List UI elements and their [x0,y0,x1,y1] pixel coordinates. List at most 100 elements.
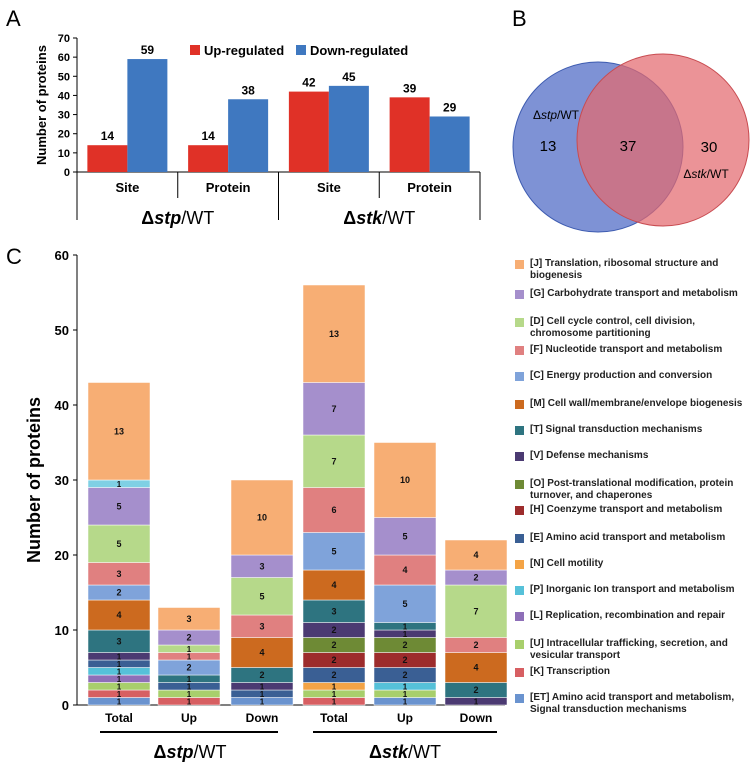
legend-swatch [515,452,524,461]
c-category-label: Up [181,711,197,725]
a-y-tick-label: 20 [58,129,70,141]
c-segment-label: 2 [186,663,191,673]
panel-label-a: A [6,6,21,31]
legend-swatch [515,560,524,569]
legend-swatch [515,480,524,489]
b-venn-set-stk [576,53,750,227]
legend-item: [G] Carbohydrate transport and metabolis… [515,288,747,300]
a-group-label: Δstp/WT [141,208,214,228]
c-bar-segment [302,434,366,488]
a-category-label: Protein [407,180,452,195]
c-segment-label: 1 [117,652,122,661]
legend-label: [E] Amino acid transport and metabolism [530,532,726,543]
a-bar-up [87,145,128,172]
c-bar-segment [302,382,366,436]
a-bar-up [188,145,229,172]
legend-item: [C] Energy production and conversion [515,370,747,382]
legend-swatch [515,290,524,299]
legend-item: [K] Transcription [515,666,747,678]
c-segment-label: 1 [117,682,122,691]
legend-label: [U] Intracellular trafficking, secretion… [530,638,728,661]
a-group-label: Δstk/WT [343,208,415,228]
c-segment-label: 13 [329,329,339,339]
legend-label: [K] Transcription [530,666,611,677]
c-segment-label: 10 [400,475,410,485]
c-segment-label: 1 [117,480,122,489]
legend-label: [C] Energy production and conversion [530,370,713,381]
c-segment-label: 4 [473,663,478,673]
legend-item: [H] Coenzyme transport and metabolism [515,504,747,516]
c-segment-label: 3 [259,561,264,571]
c-segment-label: 1 [332,690,337,699]
c-segment-label: 1 [403,690,408,699]
c-y-tick-label: 10 [55,623,69,638]
b-count-intersection: 37 [620,138,637,155]
legend-label: [ET] Amino acid transport and metabolism… [530,692,735,715]
c-segment-label: 10 [257,513,267,523]
b-set-label-stk: Δstk/WT [683,167,729,181]
c-y-tick-label: 50 [55,323,69,338]
c-y-axis-title: Number of proteins [24,397,44,563]
a-y-tick-label: 50 [58,71,70,83]
c-segment-label: 4 [116,610,121,620]
c-segment-label: 1 [187,682,192,691]
legend-item: [D] Cell cycle control, cell division, c… [515,316,747,340]
a-data-label: 38 [241,83,255,97]
c-segment-label: 2 [331,655,336,665]
a-legend-swatch [190,45,200,55]
legend-swatch [515,426,524,435]
a-y-tick-label: 40 [58,90,70,102]
legend-item: [L] Replication, recombination and repai… [515,610,747,622]
c-segment-label: 5 [402,531,407,541]
legend-item: [V] Defense mechanisms [515,450,747,462]
c-bar-segment [230,637,294,668]
c-category-label: Total [105,711,133,725]
a-legend-label: Up-regulated [204,43,284,58]
c-y-tick-label: 60 [55,248,69,263]
legend-label: [N] Cell motility [530,558,604,569]
legend-label: [J] Translation, ribosomal structure and… [530,258,719,281]
legend-swatch [515,346,524,355]
c-segment-label: 5 [331,546,336,556]
c-segment-label: 1 [260,697,265,706]
c-segment-label: 1 [403,630,408,639]
c-segment-label: 1 [260,682,265,691]
c-segment-label: 2 [473,573,478,583]
c-segment-label: 1 [117,667,122,676]
c-segment-label: 7 [331,404,336,414]
c-y-tick-label: 0 [62,698,69,713]
legend-swatch [515,400,524,409]
legend-label: [V] Defense mechanisms [530,450,649,461]
c-segment-label: 1 [474,697,479,706]
a-y-tick-label: 60 [58,52,70,64]
legend-swatch [515,694,524,703]
c-segment-label: 13 [114,426,124,436]
c-bar-segment [373,517,437,556]
c-segment-label: 6 [331,505,336,515]
c-group-label: Δstp/WT [154,742,227,762]
legend-item: [M] Cell wall/membrane/envelope biogenes… [515,398,747,410]
c-segment-label: 1 [187,645,192,654]
legend-label: [L] Replication, recombination and repai… [530,610,726,621]
c-segment-label: 5 [259,591,264,601]
a-bar-down [429,116,470,172]
a-data-label: 14 [201,129,215,143]
c-segment-label: 5 [402,599,407,609]
c-y-tick-label: 30 [55,473,69,488]
a-bar-up [288,91,329,172]
a-category-label: Site [317,180,341,195]
c-bar-segment [87,524,151,563]
c-bar-segment [444,652,508,683]
legend-item: [F] Nucleotide transport and metabolism [515,344,747,356]
c-segment-label: 1 [187,652,192,661]
c-segment-label: 1 [403,697,408,706]
c-category-label: Total [320,711,348,725]
legend-label: [O] Post-translational modification, pro… [530,478,734,501]
a-data-label: 29 [443,100,457,114]
c-segment-label: 1 [332,697,337,706]
a-y-tick-label: 70 [58,33,70,45]
c-bar-segment [87,487,151,526]
c-bar-segment [302,284,366,383]
c-bar-segment [302,487,366,533]
